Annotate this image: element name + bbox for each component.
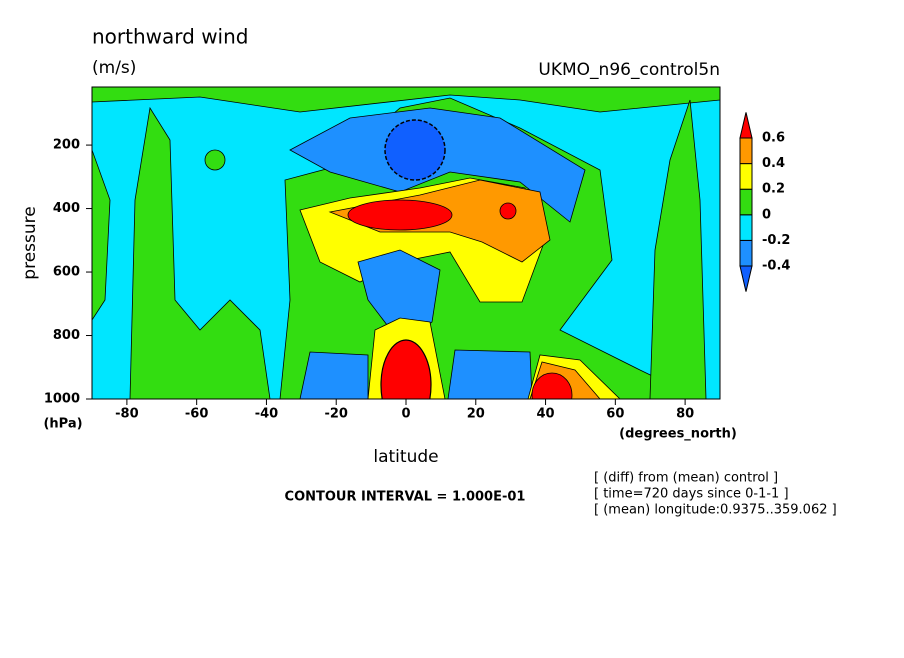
colorbar-swatch <box>739 188 753 216</box>
chart-title: northward wind <box>92 25 248 49</box>
y-axis-label: pressure <box>20 206 40 279</box>
colorbar-label: -0.4 <box>762 259 790 274</box>
contour-region <box>384 119 446 181</box>
contour-region <box>92 149 111 321</box>
x-tick-label: 60 <box>606 407 624 422</box>
contour-region <box>299 351 369 399</box>
contour-region <box>92 87 720 113</box>
contour-region <box>380 339 432 399</box>
x-tick-label: -80 <box>115 407 139 422</box>
colorbar-cap <box>739 265 753 292</box>
colorbar-swatch <box>739 163 753 190</box>
contour-interval: CONTOUR INTERVAL = 1.000E-01 <box>285 490 526 505</box>
contour-region <box>649 99 707 399</box>
contour-field <box>92 87 720 399</box>
y-tick-label: 200 <box>53 138 80 153</box>
colorbar-label: 0.6 <box>762 131 785 146</box>
x-axis-label: latitude <box>373 447 438 467</box>
colorbar-swatch <box>739 239 753 267</box>
colorbar-label: -0.2 <box>762 233 790 248</box>
x-tick-label: 20 <box>467 407 485 422</box>
contour-region <box>531 372 573 399</box>
colorbar-swatch <box>739 214 753 241</box>
y-axis-units: (hPa) <box>43 417 82 432</box>
colorbar-label: 0.2 <box>762 182 785 197</box>
x-tick-label: -40 <box>255 407 279 422</box>
note: [ time=720 days since 0-1-1 ] <box>594 487 789 502</box>
x-axis-units: (degrees_north) <box>619 427 737 442</box>
units: (m/s) <box>92 58 136 78</box>
y-tick-label: 400 <box>53 201 80 216</box>
colorbar-swatch <box>739 137 753 165</box>
contour-region <box>357 249 441 343</box>
colorbar-cap <box>739 112 753 139</box>
contour-region <box>129 106 271 399</box>
colorbar-label: 0 <box>762 207 771 222</box>
x-tick-label: -20 <box>324 407 348 422</box>
x-tick-label: 0 <box>401 407 410 422</box>
contour-region <box>499 202 517 220</box>
y-tick-label: 600 <box>53 265 80 280</box>
x-tick-label: -60 <box>185 407 209 422</box>
contour-region <box>204 149 226 171</box>
x-tick-label: 40 <box>537 407 555 422</box>
dataset: UKMO_n96_control5n <box>538 60 720 80</box>
contour-region <box>447 349 533 399</box>
x-tick-label: 80 <box>676 407 694 422</box>
y-tick-label: 800 <box>53 328 80 343</box>
contour-region <box>347 199 453 231</box>
colorbar-label: 0.4 <box>762 156 785 171</box>
note: [ (mean) longitude:0.9375..359.062 ] <box>594 503 837 518</box>
y-tick-label: 1000 <box>44 392 80 407</box>
note: [ (diff) from (mean) control ] <box>594 471 778 486</box>
